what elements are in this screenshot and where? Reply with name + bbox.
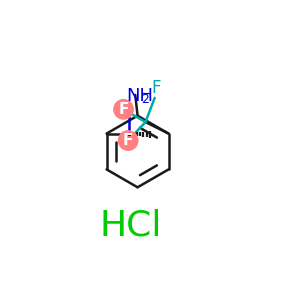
Circle shape — [114, 100, 133, 119]
Text: 2: 2 — [141, 93, 149, 106]
Text: F: F — [123, 133, 134, 148]
Text: F: F — [151, 79, 160, 97]
Text: HCl: HCl — [100, 208, 162, 242]
Circle shape — [118, 131, 138, 150]
Text: NH: NH — [126, 87, 153, 105]
Text: F: F — [118, 102, 129, 117]
